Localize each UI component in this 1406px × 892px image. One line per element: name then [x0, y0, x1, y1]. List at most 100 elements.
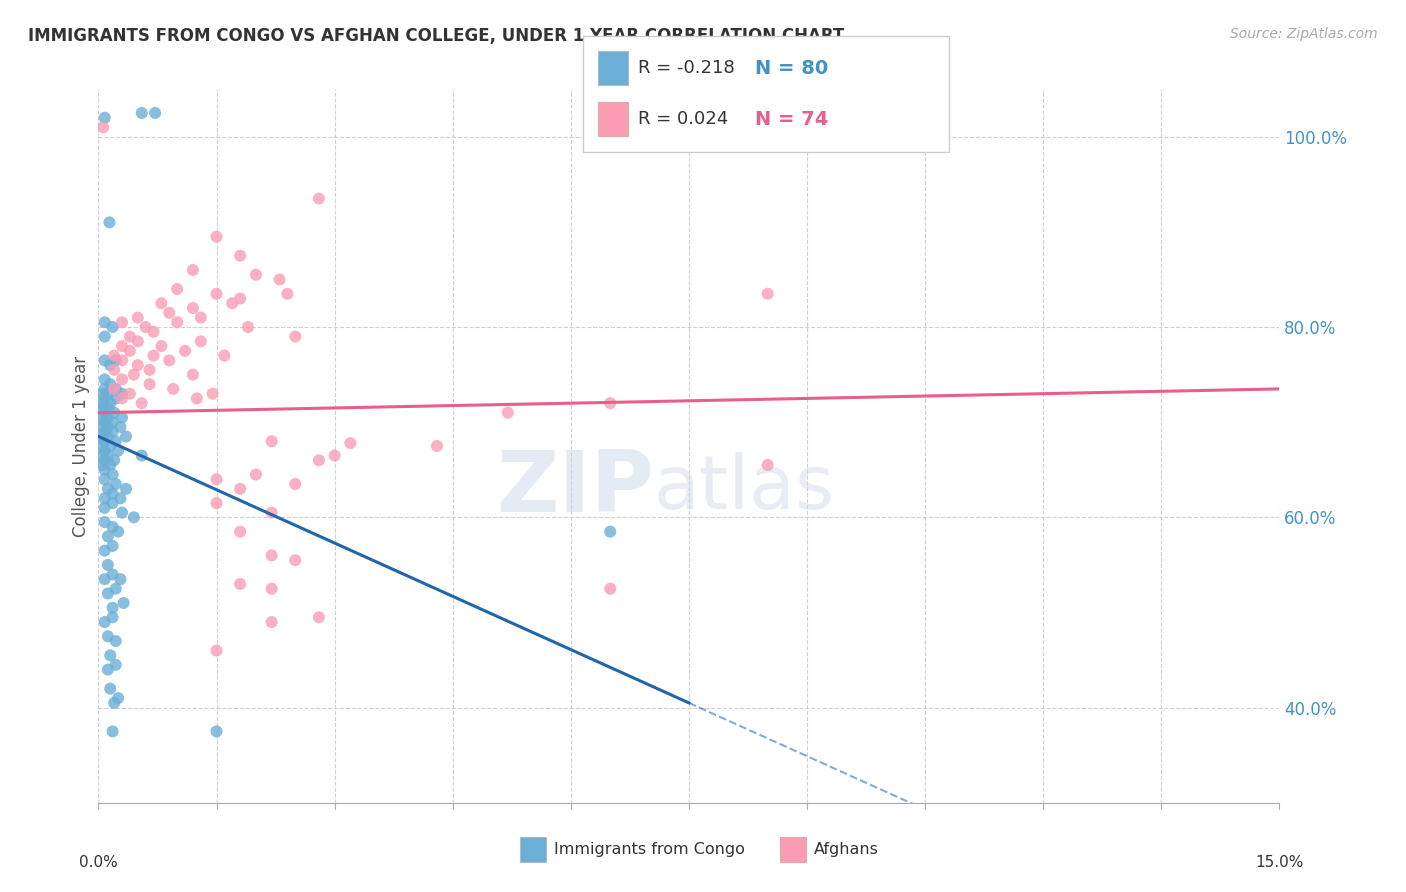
Point: [98, 458, 121, 472]
Point: [131, 396, 153, 410]
Text: atlas: atlas: [654, 452, 835, 525]
Point: [162, 382, 184, 396]
Point: [93, 615, 115, 629]
Point: [269, 272, 291, 286]
Point: [323, 449, 346, 463]
Point: [103, 453, 125, 467]
Point: [91, 420, 114, 434]
Point: [107, 524, 129, 539]
Point: [221, 296, 243, 310]
Point: [97, 386, 120, 401]
Point: [93, 500, 115, 515]
Point: [127, 358, 149, 372]
Point: [599, 582, 621, 596]
Point: [98, 358, 121, 372]
Point: [97, 429, 120, 443]
Point: [308, 610, 330, 624]
Point: [142, 325, 165, 339]
Point: [260, 615, 283, 629]
Point: [93, 372, 115, 386]
Point: [91, 429, 114, 443]
Point: [103, 349, 125, 363]
Point: [97, 420, 120, 434]
Point: [135, 320, 157, 334]
Point: [157, 306, 180, 320]
Point: [101, 610, 124, 624]
Point: [101, 320, 124, 334]
Point: [174, 343, 197, 358]
Point: [181, 301, 204, 315]
Point: [756, 286, 779, 301]
Point: [112, 596, 135, 610]
Point: [276, 286, 298, 301]
Point: [111, 392, 134, 406]
Point: [236, 320, 259, 334]
Point: [101, 724, 124, 739]
Point: [97, 629, 120, 643]
Point: [260, 506, 283, 520]
Point: [93, 543, 115, 558]
Point: [101, 486, 124, 500]
Point: [111, 339, 134, 353]
Point: [308, 192, 330, 206]
Point: [93, 392, 115, 406]
Point: [111, 353, 134, 368]
Point: [93, 315, 115, 329]
Point: [98, 215, 121, 229]
Point: [308, 453, 330, 467]
Point: [142, 349, 165, 363]
Point: [229, 524, 252, 539]
Point: [260, 582, 283, 596]
Point: [143, 106, 166, 120]
Point: [93, 453, 115, 467]
Point: [186, 392, 208, 406]
Point: [190, 334, 212, 349]
Point: [104, 634, 127, 648]
Point: [93, 329, 115, 343]
Point: [426, 439, 449, 453]
Point: [110, 491, 132, 506]
Point: [201, 386, 224, 401]
Point: [98, 377, 121, 392]
Point: [91, 386, 114, 401]
Point: [122, 368, 145, 382]
Point: [91, 458, 114, 472]
Text: Source: ZipAtlas.com: Source: ZipAtlas.com: [1230, 27, 1378, 41]
Text: ZIP: ZIP: [496, 447, 654, 531]
Point: [93, 382, 115, 396]
Point: [101, 467, 124, 482]
Point: [245, 467, 267, 482]
Point: [205, 724, 228, 739]
Point: [127, 310, 149, 325]
Point: [205, 229, 228, 244]
Point: [107, 691, 129, 706]
Point: [103, 363, 125, 377]
Point: [91, 439, 114, 453]
Point: [138, 363, 160, 377]
Text: 15.0%: 15.0%: [1256, 855, 1303, 870]
Point: [205, 496, 228, 510]
Point: [93, 491, 115, 506]
Point: [205, 286, 228, 301]
Point: [104, 477, 127, 491]
Point: [97, 558, 120, 572]
Point: [190, 310, 212, 325]
Point: [103, 406, 125, 420]
Point: [98, 681, 121, 696]
Point: [101, 496, 124, 510]
Point: [91, 120, 114, 135]
Point: [284, 477, 307, 491]
Point: [229, 249, 252, 263]
Point: [111, 386, 134, 401]
Point: [111, 506, 134, 520]
Point: [98, 648, 121, 663]
Point: [93, 472, 115, 486]
Point: [101, 425, 124, 439]
Point: [104, 582, 127, 596]
Point: [101, 415, 124, 429]
Point: [97, 449, 120, 463]
Point: [107, 443, 129, 458]
Point: [339, 436, 361, 450]
Point: [93, 515, 115, 529]
Point: [205, 643, 228, 657]
